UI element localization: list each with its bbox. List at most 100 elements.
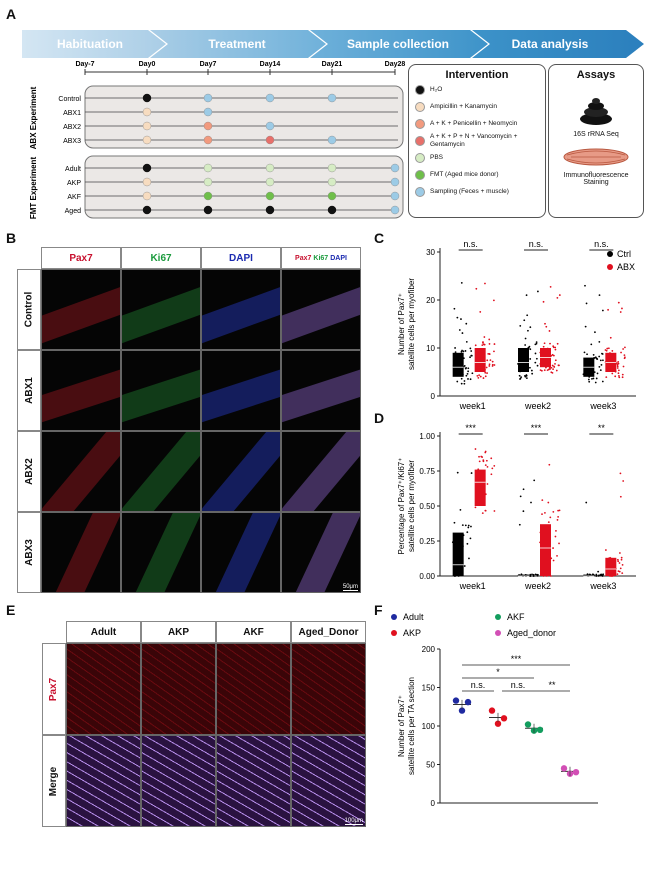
day-label: Day28 [385,61,406,68]
myofiber [207,513,280,592]
col-merge: Pax7 Ki67 DAPI [281,247,361,269]
y-tick-label: 150 [422,684,436,693]
data-point [550,366,553,369]
significance-label: n.s. [463,239,478,249]
data-point [558,542,560,545]
data-point [489,359,492,361]
data-point [555,529,557,532]
data-point [586,353,588,356]
intervention-title: Intervention [445,69,509,81]
data-point [524,337,527,340]
significance-label: n.s. [471,680,486,690]
legend-swatch [415,118,425,129]
significance-label: * [496,667,500,677]
data-point [519,377,522,380]
data-point [527,329,529,332]
tissue-section [141,735,216,827]
y-tick-label: 100 [422,722,436,731]
panel-b-row-text: ABX1 [23,377,35,404]
data-point [488,363,491,366]
box [474,348,486,372]
y-tick-label: 30 [426,248,435,257]
fmt-title: FMT Experiment [29,157,38,220]
data-point [530,501,532,504]
data-point [466,531,469,534]
treatment-dot [142,135,152,145]
abx-box [84,85,404,149]
fmt-rows: Adult AKP AKF Aged [65,163,400,215]
panel-b-row-text: ABX2 [23,458,35,485]
data-point [463,382,466,385]
phase-sample-collection: Sample collection [347,37,449,51]
data-point [522,488,525,491]
data-point [465,341,468,343]
data-point [607,308,609,311]
box [452,532,464,576]
data-point [622,365,625,368]
micrograph [281,431,361,512]
data-point [467,367,470,370]
panel-b-grid: Pax7 Ki67 DAPI Pax7 Ki67 DAPI [17,247,361,595]
data-point [481,344,484,347]
legend-label: AKF [507,612,525,622]
data-point [584,325,587,328]
panel-e-row-label: Merge [42,735,66,827]
phase-data-analysis: Data analysis [512,37,589,51]
data-point [461,349,463,352]
data-point [619,311,622,313]
data-point [534,352,537,355]
data-point [465,374,468,377]
myofiber [282,278,360,348]
legend-label: Adult [403,612,424,622]
fmt-box [84,155,404,219]
panel-e-row-text: Merge [48,766,60,796]
legend-label: Sampling (Feces + muscle) [430,187,509,195]
data-point [474,344,477,347]
significance-label: ** [598,423,606,433]
data-point [483,336,486,338]
treatment-dot [142,121,152,131]
micrograph [201,431,281,512]
data-point [616,367,619,369]
data-point [468,557,470,560]
data-point [624,356,626,359]
row-label: ABX1 [63,110,81,117]
tissue-section [66,643,141,735]
data-point [543,342,546,345]
treatment-dot [203,191,213,201]
phase-arrow-1 [22,30,166,58]
data-point [617,372,620,375]
micrograph [121,431,201,512]
data-point [482,459,485,462]
y-tick-label: 50 [426,761,435,770]
phase-arrow-2 [150,30,326,58]
data-point [477,376,480,379]
x-tick-label: week2 [524,581,551,591]
y-tick-label: 200 [422,645,436,654]
tissue-section [291,643,366,735]
data-point [481,512,484,515]
data-point [557,515,560,518]
panel-b-row-label: ABX2 [17,431,41,512]
intervention-item: PBS [415,149,545,166]
data-point [543,369,546,372]
data-point [464,350,467,352]
data-point [557,509,560,512]
data-point [600,363,603,366]
panel-e-images: Pax7 Merge 100μm [42,643,366,827]
data-point [456,316,459,319]
significance-label: *** [531,423,542,433]
data-point [476,374,479,377]
data-point [490,473,493,476]
intervention-item: FMT (Aged mice donor) [415,166,545,183]
data-point [518,374,521,377]
treatment-dot [327,135,337,145]
data-point [548,463,551,466]
box [518,348,529,372]
panel-b-row-label: ABX3 [17,512,41,593]
data-point [609,336,612,339]
data-point [616,558,619,561]
myofiber [122,361,200,427]
muscle-icon [563,148,629,166]
panel-label-d: D [374,410,385,426]
